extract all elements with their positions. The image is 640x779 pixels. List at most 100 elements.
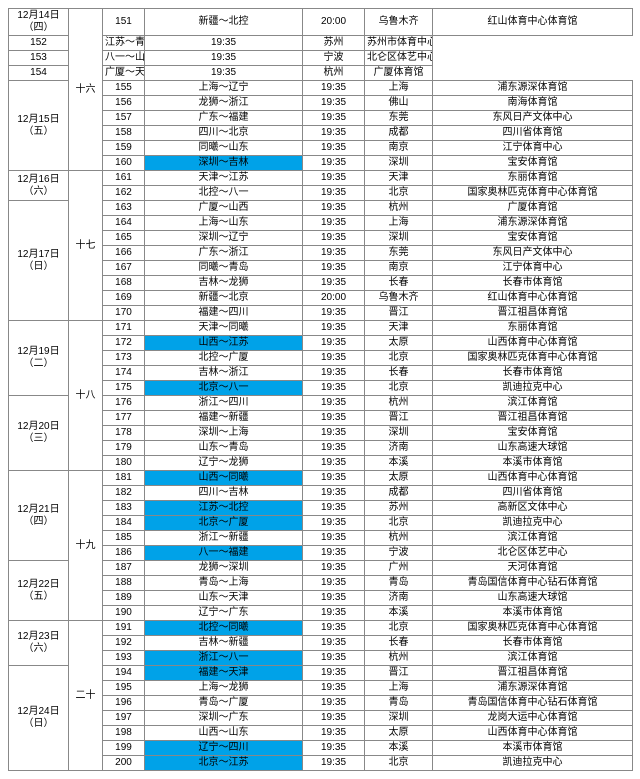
table-row: 185浙江～新疆19:35杭州滨江体育馆	[9, 531, 633, 546]
time-cell: 19:35	[303, 561, 365, 576]
city-cell: 长春	[365, 276, 433, 291]
table-row: 177福建～新疆19:35晋江晋江祖昌体育馆	[9, 411, 633, 426]
date-cell: 12月22日（五）	[9, 561, 69, 621]
table-row: 197深圳～广东19:35深圳龙岗大运中心体育馆	[9, 711, 633, 726]
match-cell: 浙江～八一	[145, 651, 303, 666]
table-row: 178深圳～上海19:35深圳宝安体育馆	[9, 426, 633, 441]
num-cell: 177	[103, 411, 145, 426]
city-cell: 成都	[365, 126, 433, 141]
table-row: 198山西～山东19:35太原山西体育中心体育馆	[9, 726, 633, 741]
city-cell: 杭州	[365, 201, 433, 216]
time-cell: 19:35	[303, 621, 365, 636]
table-row: 190辽宁～广东19:35本溪本溪市体育馆	[9, 606, 633, 621]
match-cell: 辽宁～广东	[145, 606, 303, 621]
city-cell: 济南	[365, 441, 433, 456]
city-cell: 杭州	[365, 396, 433, 411]
round-cell: 十九	[69, 471, 103, 621]
venue-cell: 浦东源深体育馆	[433, 216, 633, 231]
date-label: 12月15日	[11, 114, 66, 126]
num-cell: 186	[103, 546, 145, 561]
city-cell: 晋江	[365, 411, 433, 426]
table-row: 193浙江～八一19:35杭州滨江体育馆	[9, 651, 633, 666]
table-row: 12月20日（三）176浙江～四川19:35杭州滨江体育馆	[9, 396, 633, 411]
time-cell: 19:35	[303, 186, 365, 201]
match-cell: 青岛～上海	[145, 576, 303, 591]
date-label: 12月17日	[11, 249, 66, 261]
match-cell: 吉林～浙江	[145, 366, 303, 381]
venue-cell: 滨江体育馆	[433, 651, 633, 666]
num-cell: 191	[103, 621, 145, 636]
date-label: 12月23日	[11, 631, 66, 643]
match-cell: 山东～青岛	[145, 441, 303, 456]
venue-cell: 本溪市体育馆	[433, 741, 633, 756]
venue-cell: 北仑区体艺中心	[365, 51, 433, 66]
time-cell: 19:35	[303, 411, 365, 426]
num-cell: 173	[103, 351, 145, 366]
time-cell: 19:35	[303, 576, 365, 591]
time-cell: 19:35	[303, 156, 365, 171]
city-cell: 天津	[365, 171, 433, 186]
date-cell: 12月21日（四）	[9, 471, 69, 561]
dow-label: （三）	[11, 433, 66, 445]
time-cell: 19:35	[303, 486, 365, 501]
time-cell: 19:35	[303, 216, 365, 231]
venue-cell: 浦东源深体育馆	[433, 681, 633, 696]
city-cell: 北京	[365, 621, 433, 636]
table-row: 195上海～龙狮19:35上海浦东源深体育馆	[9, 681, 633, 696]
time-cell: 19:35	[303, 336, 365, 351]
num-cell: 153	[9, 51, 69, 66]
num-cell: 158	[103, 126, 145, 141]
match-cell: 天津～江苏	[145, 171, 303, 186]
dow-label: （五）	[11, 126, 66, 138]
table-row: 166广东～浙江19:35东莞东风日产文体中心	[9, 246, 633, 261]
num-cell: 184	[103, 516, 145, 531]
match-cell: 新疆～北京	[145, 291, 303, 306]
city-cell: 杭州	[303, 66, 365, 81]
city-cell: 青岛	[365, 696, 433, 711]
time-cell: 19:35	[303, 201, 365, 216]
num-cell: 180	[103, 456, 145, 471]
time-cell: 19:35	[303, 261, 365, 276]
match-cell: 山东～天津	[145, 591, 303, 606]
num-cell: 161	[103, 171, 145, 186]
date-cell: 12月14日（四）	[9, 9, 69, 36]
num-cell: 183	[103, 501, 145, 516]
venue-cell: 高新区文体中心	[433, 501, 633, 516]
city-cell: 北京	[365, 516, 433, 531]
num-cell: 188	[103, 576, 145, 591]
num-cell: 154	[9, 66, 69, 81]
time-cell: 19:35	[303, 96, 365, 111]
num-cell: 178	[103, 426, 145, 441]
table-row: 173北控～广厦19:35北京国家奥林匹克体育中心体育馆	[9, 351, 633, 366]
time-cell: 19:35	[303, 396, 365, 411]
venue-cell: 红山体育中心体育馆	[433, 291, 633, 306]
time-cell: 19:35	[303, 321, 365, 336]
match-cell: 广东～福建	[145, 111, 303, 126]
num-cell: 159	[103, 141, 145, 156]
venue-cell: 青岛国信体育中心钻石体育馆	[433, 696, 633, 711]
match-cell: 八一～山西	[103, 51, 145, 66]
schedule-table: 12月14日（四）十六151新疆～北控20:00乌鲁木齐红山体育中心体育馆152…	[8, 8, 633, 771]
venue-cell: 东风日产文体中心	[433, 246, 633, 261]
venue-cell: 四川省体育馆	[433, 126, 633, 141]
time-cell: 19:35	[145, 36, 303, 51]
venue-cell: 青岛国信体育中心钻石体育馆	[433, 576, 633, 591]
round-cell: 二十	[69, 621, 103, 771]
city-cell: 杭州	[365, 651, 433, 666]
match-cell: 上海～龙狮	[145, 681, 303, 696]
venue-cell: 国家奥林匹克体育中心体育馆	[433, 351, 633, 366]
match-cell: 八一～福建	[145, 546, 303, 561]
match-cell: 深圳～广东	[145, 711, 303, 726]
city-cell: 广州	[365, 561, 433, 576]
city-cell: 北京	[365, 756, 433, 771]
table-row: 182四川～吉林19:35成都四川省体育馆	[9, 486, 633, 501]
date-label: 12月22日	[11, 579, 66, 591]
table-row: 172山西～江苏19:35太原山西体育中心体育馆	[9, 336, 633, 351]
time-cell: 19:35	[303, 531, 365, 546]
venue-cell: 广厦体育馆	[433, 201, 633, 216]
city-cell: 乌鲁木齐	[365, 291, 433, 306]
dow-label: （五）	[11, 591, 66, 603]
venue-cell: 国家奥林匹克体育中心体育馆	[433, 621, 633, 636]
venue-cell: 凯迪拉克中心	[433, 516, 633, 531]
city-cell: 本溪	[365, 606, 433, 621]
